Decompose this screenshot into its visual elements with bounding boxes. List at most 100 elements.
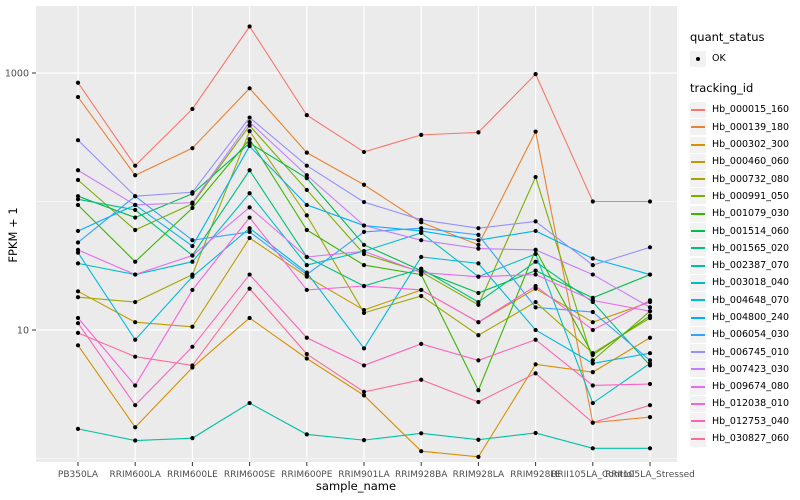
legend-item-Hb_000015_160: Hb_000015_160	[690, 101, 798, 118]
data-point	[476, 130, 481, 135]
x-tick-label: RRII105LA_Stressed	[605, 470, 695, 480]
data-point	[247, 24, 252, 29]
line-swatch-icon	[691, 195, 705, 198]
data-point	[647, 309, 653, 314]
data-point	[304, 254, 309, 260]
data-point	[419, 226, 424, 231]
data-point	[75, 80, 81, 85]
legend-item-Hb_001079_030: Hb_001079_030	[690, 205, 798, 222]
legend-tracking-id-section: tracking_id Hb_000015_160 Hb_000139_180 Hb…	[690, 81, 798, 447]
data-point	[133, 202, 138, 208]
legend-key-box	[690, 395, 706, 412]
legend-item-Hb_007423_030: Hb_007423_030	[690, 361, 798, 378]
data-point	[361, 283, 367, 289]
data-point	[419, 293, 424, 299]
data-point	[533, 305, 538, 310]
data-point	[533, 299, 538, 305]
data-point	[361, 438, 367, 443]
legend-item-label: Hb_004648_070	[712, 294, 790, 306]
data-point	[590, 256, 595, 261]
line-swatch-icon	[691, 178, 705, 181]
data-point	[133, 272, 138, 277]
legend-tracking-id-items: Hb_000015_160 Hb_000139_180 Hb_000302_300 H…	[690, 101, 798, 447]
legend-quant-status-title: quant_status	[690, 30, 765, 44]
data-point	[190, 274, 195, 279]
x-tick-label: RRIM901LA	[338, 470, 390, 480]
legend-item-Hb_030827_060: Hb_030827_060	[690, 430, 798, 447]
legend-item-Hb_012038_010: Hb_012038_010	[690, 395, 798, 412]
data-point	[476, 246, 481, 251]
data-point	[190, 190, 195, 195]
data-point	[304, 150, 309, 155]
data-point	[133, 173, 138, 178]
legend-item-label: Hb_012038_010	[712, 398, 790, 410]
legend-item-Hb_002387_070: Hb_002387_070	[690, 257, 798, 274]
data-point	[647, 298, 653, 303]
data-point	[247, 191, 252, 196]
data-point	[533, 268, 538, 273]
legend-item-label: Hb_009674_080	[712, 381, 790, 393]
data-point	[247, 286, 252, 291]
data-point	[647, 381, 653, 387]
data-point	[247, 86, 252, 91]
legend-item-Hb_001514_060: Hb_001514_060	[690, 222, 798, 240]
legend-item-Hb_004648_070: Hb_004648_070	[690, 292, 798, 309]
legend-quant-status-section: quant_status OK	[690, 30, 798, 67]
data-point	[590, 327, 595, 333]
legend-item-Hb_000732_080: Hb_000732_080	[690, 170, 798, 188]
legend-key-box	[690, 188, 706, 205]
legend-item-Hb_000460_060: Hb_000460_060	[690, 153, 798, 170]
data-point	[361, 346, 367, 351]
data-point	[476, 299, 481, 305]
legend-key-box	[690, 326, 706, 343]
data-point	[247, 123, 252, 128]
legend-key-box	[690, 413, 706, 430]
data-point	[533, 228, 538, 234]
data-point	[647, 272, 653, 277]
data-point	[590, 309, 595, 315]
data-point	[419, 238, 424, 243]
legend-item-Hb_000139_180: Hb_000139_180	[690, 119, 798, 136]
data-point	[419, 254, 424, 260]
data-point	[590, 383, 595, 388]
data-point	[75, 261, 81, 266]
legend-item-label: Hb_001565_020	[712, 242, 790, 254]
legend-item-label: Hb_000460_060	[712, 156, 790, 168]
data-point	[304, 287, 309, 293]
data-point	[304, 432, 309, 437]
data-point	[304, 213, 309, 218]
data-point	[133, 403, 138, 408]
data-point	[476, 274, 481, 279]
data-point	[247, 272, 252, 277]
legend-key-box	[690, 361, 706, 378]
data-point	[304, 163, 309, 168]
data-point	[133, 259, 138, 264]
legend-key-box	[690, 274, 706, 291]
data-point	[361, 199, 367, 205]
legend-key-box	[690, 292, 706, 309]
data-point	[533, 174, 538, 180]
data-point	[361, 389, 367, 394]
data-point	[590, 320, 595, 325]
data-point	[361, 223, 367, 228]
legend-key-box	[690, 171, 706, 188]
legend-item-Hb_001565_020: Hb_001565_020	[690, 240, 798, 257]
data-point	[533, 247, 538, 253]
data-point	[647, 313, 653, 318]
data-point	[476, 290, 481, 296]
data-point	[476, 437, 481, 442]
data-point	[75, 330, 81, 335]
x-tick-label: RRIM928BA	[395, 470, 448, 480]
data-point	[647, 358, 653, 363]
data-point	[190, 146, 195, 151]
data-point	[247, 115, 252, 120]
data-point	[247, 235, 252, 241]
data-point	[419, 449, 424, 454]
legend-item-label: Hb_000732_080	[712, 173, 790, 185]
data-point	[647, 446, 653, 451]
data-point	[361, 393, 367, 398]
data-point	[304, 351, 309, 357]
data-point	[247, 315, 252, 321]
data-point	[75, 315, 81, 321]
legend: quant_status OK tracking_id Hb_000015_16…	[690, 30, 798, 461]
